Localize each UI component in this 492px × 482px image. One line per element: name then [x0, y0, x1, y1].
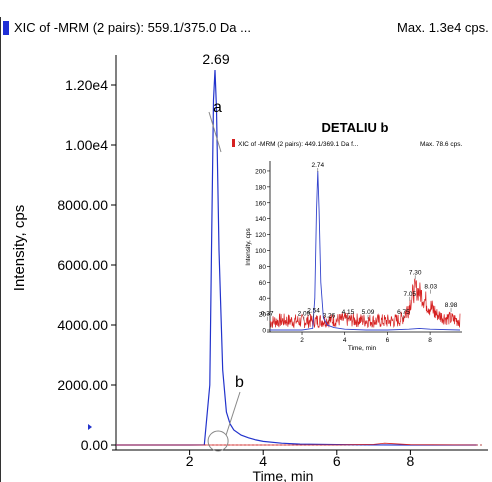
main-y-tick-label: 8000.00	[57, 197, 108, 213]
inset-y-tick-label: 120	[255, 232, 266, 239]
inset-peak-label: 2.09	[298, 311, 311, 318]
main-y-tick-label: 1.00e4	[65, 137, 108, 153]
main-peak-label: 2.69	[202, 51, 229, 67]
inset-series-swatch	[232, 139, 235, 147]
main-x-tick-label: 8	[407, 453, 415, 469]
inset-peak-label: 8.98	[445, 302, 458, 309]
series-color-swatch	[3, 21, 9, 35]
inset-y-tick-label: 20	[259, 312, 267, 319]
annotation-a-leader	[208, 111, 222, 153]
main-x-axis-label: Time, min	[253, 468, 314, 482]
inset-y-tick-label: 60	[259, 280, 267, 287]
inset-chart: DETALIU b XIC of -MRM (2 pairs): 449.1/36…	[232, 120, 462, 352]
inset-peak-label: 8.03	[424, 284, 437, 291]
inset-peak-label: 4.15	[342, 309, 355, 316]
inset-series-line-blue	[270, 170, 461, 331]
inset-series-line-red	[269, 278, 461, 329]
main-y-tick-label: 6000.00	[57, 257, 108, 273]
main-series-line-red	[116, 442, 477, 446]
main-series-line-blue	[116, 69, 477, 446]
main-x-tick-label: 6	[333, 453, 341, 469]
inset-peak-label: 2.54	[307, 308, 320, 315]
inset-y-tick-label: 0	[262, 328, 266, 335]
max-intensity-label: Max. 1.3e4 cps.	[397, 20, 489, 35]
annotation-a-label: a	[213, 99, 222, 116]
inset-max-label: Max. 78.6 cps.	[420, 141, 462, 148]
inset-peak-label: 5.09	[362, 309, 375, 316]
inset-x-axis-label: Time, min	[348, 345, 377, 352]
annotation-b-circle	[207, 430, 229, 452]
inset-y-tick-label: 100	[255, 248, 266, 255]
annotation-b-label: b	[235, 374, 244, 391]
inset-y-tick-label: 200	[255, 168, 266, 175]
main-y-tick-label: 2000.00	[57, 377, 108, 393]
main-x-tick-label: 4	[259, 453, 267, 469]
inset-y-axis-label: Intensity, cps	[245, 228, 252, 266]
inset-x-tick-label: 4	[343, 337, 347, 344]
inset-x-tick-label: 2	[300, 337, 304, 344]
main-x-tick-label: 2	[186, 453, 194, 469]
inset-y-tick-label: 180	[255, 184, 266, 191]
inset-peak-label: 6.75	[397, 309, 410, 316]
inset-title: DETALIU b	[322, 120, 389, 135]
inset-peak-label: 2.74	[311, 162, 324, 169]
inset-subtitle: XIC of -MRM (2 pairs): 449.1/369.1 Da f.…	[238, 141, 358, 148]
inset-peak-label: 7.05	[404, 291, 417, 298]
inset-y-tick-label: 140	[255, 216, 266, 223]
inset-y-tick-label: 40	[259, 296, 267, 303]
chart-title: XIC of -MRM (2 pairs): 559.1/375.0 Da ..…	[14, 20, 251, 35]
inset-x-tick-label: 8	[428, 337, 432, 344]
inset-peak-label: 7.30	[409, 269, 422, 276]
inset-peak-label: 3.26	[323, 312, 336, 319]
inset-x-tick-label: 6	[386, 337, 390, 344]
annotation-b-leader	[225, 391, 241, 436]
inset-peak-label: 0.37	[261, 311, 274, 318]
main-y-axis-label: Intensity, cps	[11, 205, 28, 291]
inset-y-tick-label: 160	[255, 200, 266, 207]
inset-y-tick-label: 80	[259, 264, 267, 271]
main-y-tick-label: 4000.00	[57, 317, 108, 333]
main-y-tick-label: 0.00	[81, 437, 108, 453]
main-left-marker	[88, 424, 92, 430]
main-y-tick-label: 1.20e4	[65, 77, 108, 93]
